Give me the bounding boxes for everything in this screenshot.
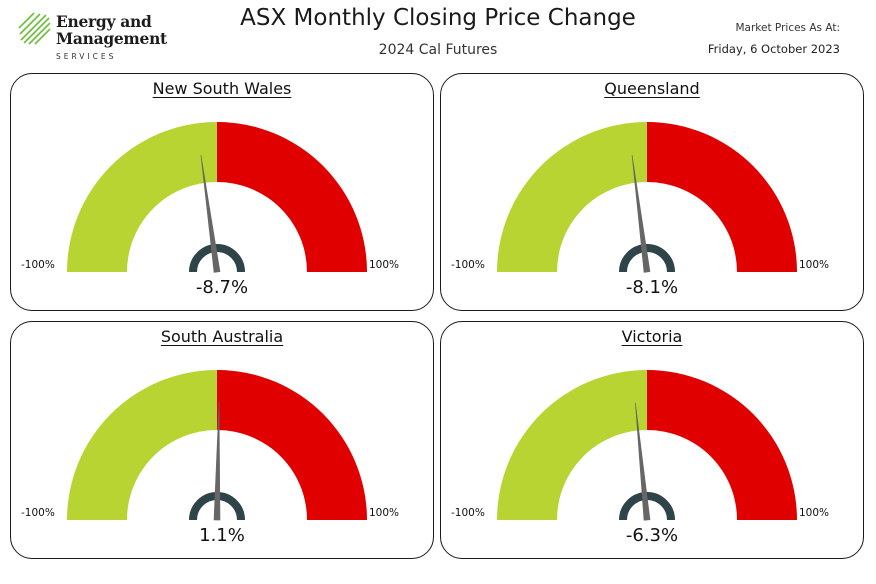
gauge-chart bbox=[497, 370, 797, 521]
gauge-positive-band bbox=[217, 122, 367, 272]
logo-line-1: Energy and bbox=[56, 12, 152, 31]
company-logo: Energy and Management SERVICES bbox=[18, 12, 188, 64]
gauge-max-label: 100% bbox=[369, 259, 400, 271]
gauge-title: Queensland bbox=[604, 79, 700, 98]
gauge-hub bbox=[619, 244, 675, 273]
gauge-max-label: 100% bbox=[799, 507, 830, 519]
gauge-min-label: -100% bbox=[21, 259, 55, 271]
as-at-label: Market Prices As At: bbox=[735, 22, 841, 34]
logo-line-2: Management bbox=[56, 29, 167, 48]
gauge-positive-band bbox=[647, 370, 797, 520]
gauge-positive-band bbox=[647, 122, 797, 272]
gauge-chart bbox=[67, 370, 367, 521]
gauge-card-qld: Queensland -100% 100% -8.1% bbox=[440, 73, 864, 311]
gauge-title: South Australia bbox=[160, 327, 284, 346]
gauge-max-label: 100% bbox=[369, 507, 400, 519]
gauge-needle bbox=[635, 402, 651, 521]
gauge-needle bbox=[631, 154, 651, 273]
gauge-min-label: -100% bbox=[451, 507, 485, 519]
logo-stripes-icon bbox=[18, 12, 51, 45]
page-title: ASX Monthly Closing Price Change bbox=[240, 5, 636, 31]
gauge-needle bbox=[200, 155, 221, 273]
gauge-value-label: 1.1% bbox=[199, 525, 245, 546]
gauge-max-label: 100% bbox=[799, 259, 830, 271]
gauge-title: New South Wales bbox=[152, 79, 292, 98]
gauge-card-sa: South Australia -100% 100% 1.1% bbox=[10, 321, 434, 559]
as-at-date: Friday, 6 October 2023 bbox=[707, 42, 840, 56]
gauge-hub bbox=[189, 244, 245, 273]
gauge-negative-band bbox=[497, 370, 647, 520]
gauge-min-label: -100% bbox=[21, 507, 55, 519]
gauge-negative-band bbox=[67, 122, 217, 272]
logo-line-3: SERVICES bbox=[56, 52, 117, 61]
gauge-value-label: -6.3% bbox=[625, 525, 679, 546]
gauge-positive-band bbox=[217, 370, 367, 520]
gauge-chart bbox=[497, 122, 797, 273]
gauge-negative-band bbox=[67, 370, 217, 520]
gauge-needle bbox=[213, 402, 221, 521]
gauge-min-label: -100% bbox=[451, 259, 485, 271]
gauge-value-label: -8.7% bbox=[195, 277, 249, 298]
gauge-title: Victoria bbox=[621, 327, 683, 346]
gauge-value-label: -8.1% bbox=[625, 277, 679, 298]
gauge-negative-band bbox=[497, 122, 647, 272]
gauge-chart bbox=[67, 122, 367, 273]
gauge-card-nsw: New South Wales -100% 100% -8.7% bbox=[10, 73, 434, 311]
page-subtitle: 2024 Cal Futures bbox=[378, 42, 498, 58]
gauge-card-vic: Victoria -100% 100% -6.3% bbox=[440, 321, 864, 559]
